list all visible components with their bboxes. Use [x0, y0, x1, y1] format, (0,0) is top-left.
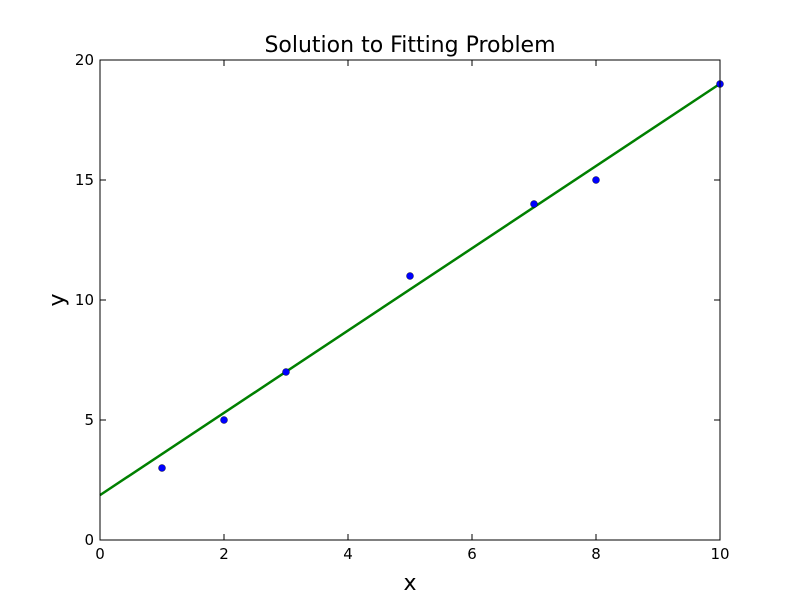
x-tick-label: 0 [95, 545, 105, 563]
series-layer [99, 80, 724, 497]
plot-area-frame [99, 59, 721, 541]
data-point [406, 272, 414, 280]
plot-area-background [100, 60, 720, 540]
fit-line [99, 82, 721, 497]
data-point [158, 464, 166, 472]
data-point [530, 200, 538, 208]
y-axis-label: y [45, 293, 70, 306]
data-point [220, 416, 228, 424]
chart-title: Solution to Fitting Problem [264, 33, 555, 58]
x-tick-label: 4 [343, 545, 353, 563]
y-tick-label: 20 [75, 51, 94, 69]
x-axis-label: x [403, 571, 416, 596]
y-tick-label: 10 [75, 291, 94, 309]
data-point [592, 176, 600, 184]
y-tick-label: 15 [75, 171, 94, 189]
data-point [282, 368, 290, 376]
x-tick-label: 10 [710, 545, 729, 563]
x-tick-label: 6 [467, 545, 477, 563]
y-tick-label: 5 [84, 411, 94, 429]
y-tick-label: 0 [84, 531, 94, 549]
x-tick-label: 2 [219, 545, 229, 563]
tick-labels: 0 2 4 6 8 10 0 5 10 15 20 [75, 51, 730, 563]
x-tick-label: 8 [591, 545, 601, 563]
